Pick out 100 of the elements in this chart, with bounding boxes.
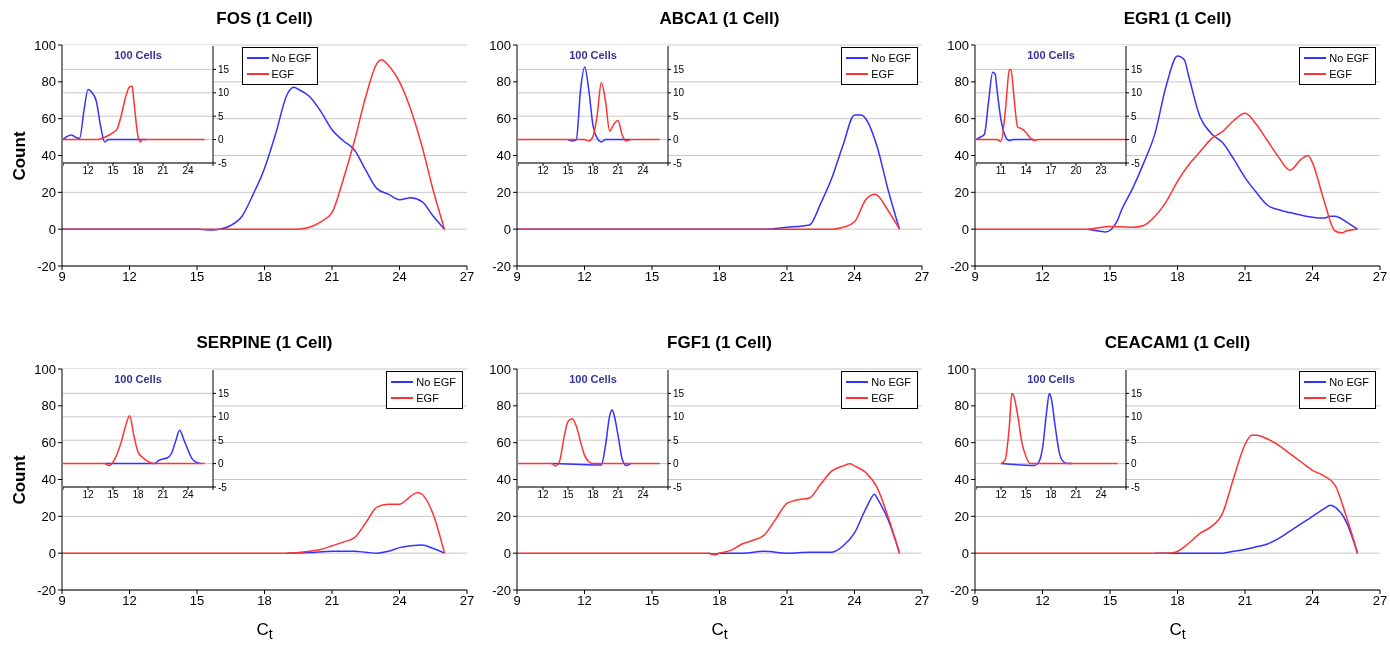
y-tick-label: 80 (41, 398, 56, 414)
y-tick-label: 0 (48, 221, 56, 237)
y-tick-label: 15 (673, 63, 685, 75)
x-tick-label: 21 (779, 269, 795, 285)
x-tick-label: 12 (995, 489, 1007, 501)
y-tick-label: 0 (503, 545, 511, 561)
x-tick-label: 18 (587, 165, 599, 177)
x-tick-label: 18 (1170, 269, 1185, 285)
y-tick-label: 80 (954, 398, 969, 414)
x-tick-label: 24 (182, 489, 194, 501)
y-tick-label: 40 (496, 472, 511, 488)
line-series (518, 417, 661, 467)
y-tick-label: 20 (954, 508, 969, 524)
y-tick-label: 5 (1131, 434, 1137, 446)
x-tick-label: 24 (847, 593, 862, 609)
y-tick-label: 100 (489, 37, 511, 53)
y-tick-label: -5 (218, 481, 228, 493)
y-tick-label: 60 (41, 111, 56, 127)
y-tick-label: -20 (492, 258, 511, 274)
chart-title: 100 Cells (1026, 49, 1076, 61)
x-tick-label: 27 (1372, 269, 1388, 285)
y-tick-label: 0 (218, 458, 224, 470)
y-tick-label: 0 (673, 134, 679, 146)
x-tick-label: 20 (1070, 165, 1082, 177)
y-tick-label: 40 (954, 472, 969, 488)
x-tick-label: 27 (914, 269, 930, 285)
y-axis-title: Count (10, 454, 30, 505)
x-tick-label: 12 (537, 165, 549, 177)
y-tick-label: 0 (673, 458, 679, 470)
y-tick-label: 10 (218, 411, 230, 423)
y-tick-label: -20 (950, 582, 969, 598)
x-tick-label: 24 (1305, 269, 1320, 285)
x-tick-label: 24 (392, 269, 407, 285)
y-tick-label: 60 (954, 111, 969, 127)
x-tick-label: 21 (612, 165, 624, 177)
x-tick-label: 24 (847, 269, 862, 285)
x-tick-label: 9 (513, 593, 521, 609)
x-tick-label: 15 (1102, 593, 1118, 609)
x-tick-label: 21 (1070, 489, 1082, 501)
y-tick-label: 10 (673, 87, 685, 99)
legend-label: EGF (1329, 68, 1352, 80)
x-axis-title: C$_{t}$ (255, 620, 274, 643)
x-tick-label: 18 (132, 165, 144, 177)
x-tick-label: 24 (1305, 593, 1320, 609)
x-tick-label: 9 (513, 269, 521, 285)
x-tick-label: 15 (107, 489, 119, 501)
x-tick-label: 24 (182, 165, 194, 177)
x-tick-label: 9 (971, 593, 979, 609)
y-tick-label: 100 (947, 37, 969, 53)
x-tick-label: 12 (82, 165, 94, 177)
y-tick-label: -20 (37, 258, 56, 274)
y-tick-label: 80 (496, 398, 511, 414)
chart-title: 100 Cells (568, 373, 618, 385)
x-tick-label: 21 (324, 269, 340, 285)
y-tick-label: 10 (218, 87, 230, 99)
line-series (518, 81, 661, 142)
x-tick-label: 18 (257, 269, 272, 285)
y-tick-label: -5 (673, 157, 683, 169)
y-tick-label: -20 (492, 582, 511, 598)
y-tick-label: 40 (954, 148, 969, 164)
legend-label: EGF (271, 68, 295, 80)
x-tick-label: 21 (779, 593, 795, 609)
x-tick-label: 15 (644, 593, 660, 609)
legend-label: No EGF (1329, 376, 1369, 388)
chart-title: CEACAM1 (1 Cell) (1103, 333, 1252, 353)
line-series (1000, 392, 1119, 465)
x-tick-label: 11 (995, 165, 1007, 177)
y-tick-label: 5 (673, 110, 679, 122)
x-tick-label: 24 (637, 165, 649, 177)
y-tick-label: 15 (1131, 387, 1143, 399)
x-tick-label: 18 (587, 489, 599, 501)
y-tick-label: -20 (950, 258, 969, 274)
x-tick-label: 15 (1102, 269, 1118, 285)
x-tick-label: 18 (1170, 593, 1185, 609)
x-tick-label: 9 (58, 593, 66, 609)
x-tick-label: 12 (82, 489, 94, 501)
line-series (975, 112, 1359, 234)
y-tick-label: 15 (218, 63, 230, 75)
x-tick-label: 12 (1035, 269, 1050, 285)
x-tick-label: 21 (157, 165, 169, 177)
x-tick-label: 12 (1035, 593, 1050, 609)
y-tick-label: 0 (961, 221, 969, 237)
legend-label: No EGF (1329, 52, 1369, 64)
line-series (975, 434, 1359, 554)
y-tick-label: 60 (496, 111, 511, 127)
x-tick-label: 12 (577, 593, 592, 609)
x-tick-label: 27 (459, 593, 475, 609)
x-tick-label: 24 (392, 593, 407, 609)
y-tick-label: 0 (1131, 134, 1137, 146)
x-tick-label: 15 (107, 165, 119, 177)
chart-title: ABCA1 (1 Cell) (658, 9, 781, 29)
y-tick-label: 80 (41, 74, 56, 90)
y-axis-title: Count (10, 130, 30, 181)
legend-label: No EGF (271, 52, 312, 64)
y-tick-label: 10 (673, 411, 685, 423)
y-tick-label: 100 (947, 361, 969, 377)
y-tick-label: 0 (1131, 458, 1137, 470)
y-tick-label: 100 (489, 361, 511, 377)
x-tick-label: 18 (712, 269, 727, 285)
chart-title: 100 Cells (113, 49, 163, 61)
